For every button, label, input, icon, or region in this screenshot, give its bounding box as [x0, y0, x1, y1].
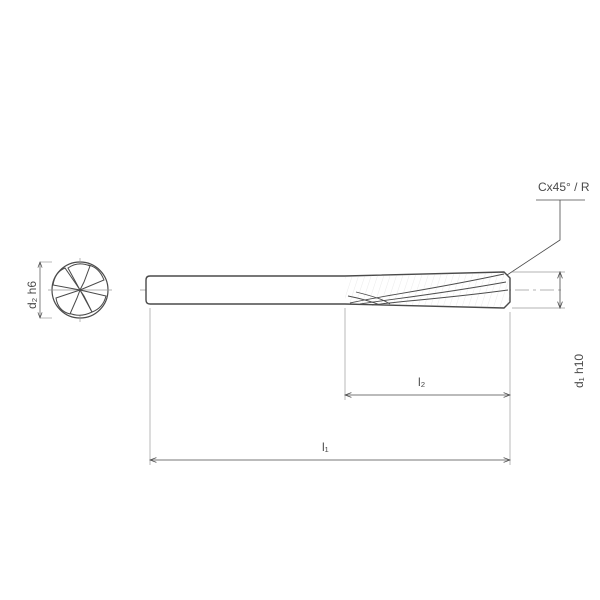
cut-dia-label: d₁ h10	[572, 338, 586, 388]
drawing-svg	[0, 0, 600, 600]
flute-length-label: l₂	[418, 375, 425, 389]
shank-dia-label: d₂ h6	[25, 269, 39, 309]
overall-length-label: l₁	[322, 440, 329, 454]
front-view	[40, 258, 112, 322]
chamfer-label: Cx45° / R	[538, 180, 589, 194]
technical-drawing: Cx45° / R d₂ h6 d₁ h10 l₁ l₂	[0, 0, 600, 600]
side-view	[140, 200, 585, 465]
